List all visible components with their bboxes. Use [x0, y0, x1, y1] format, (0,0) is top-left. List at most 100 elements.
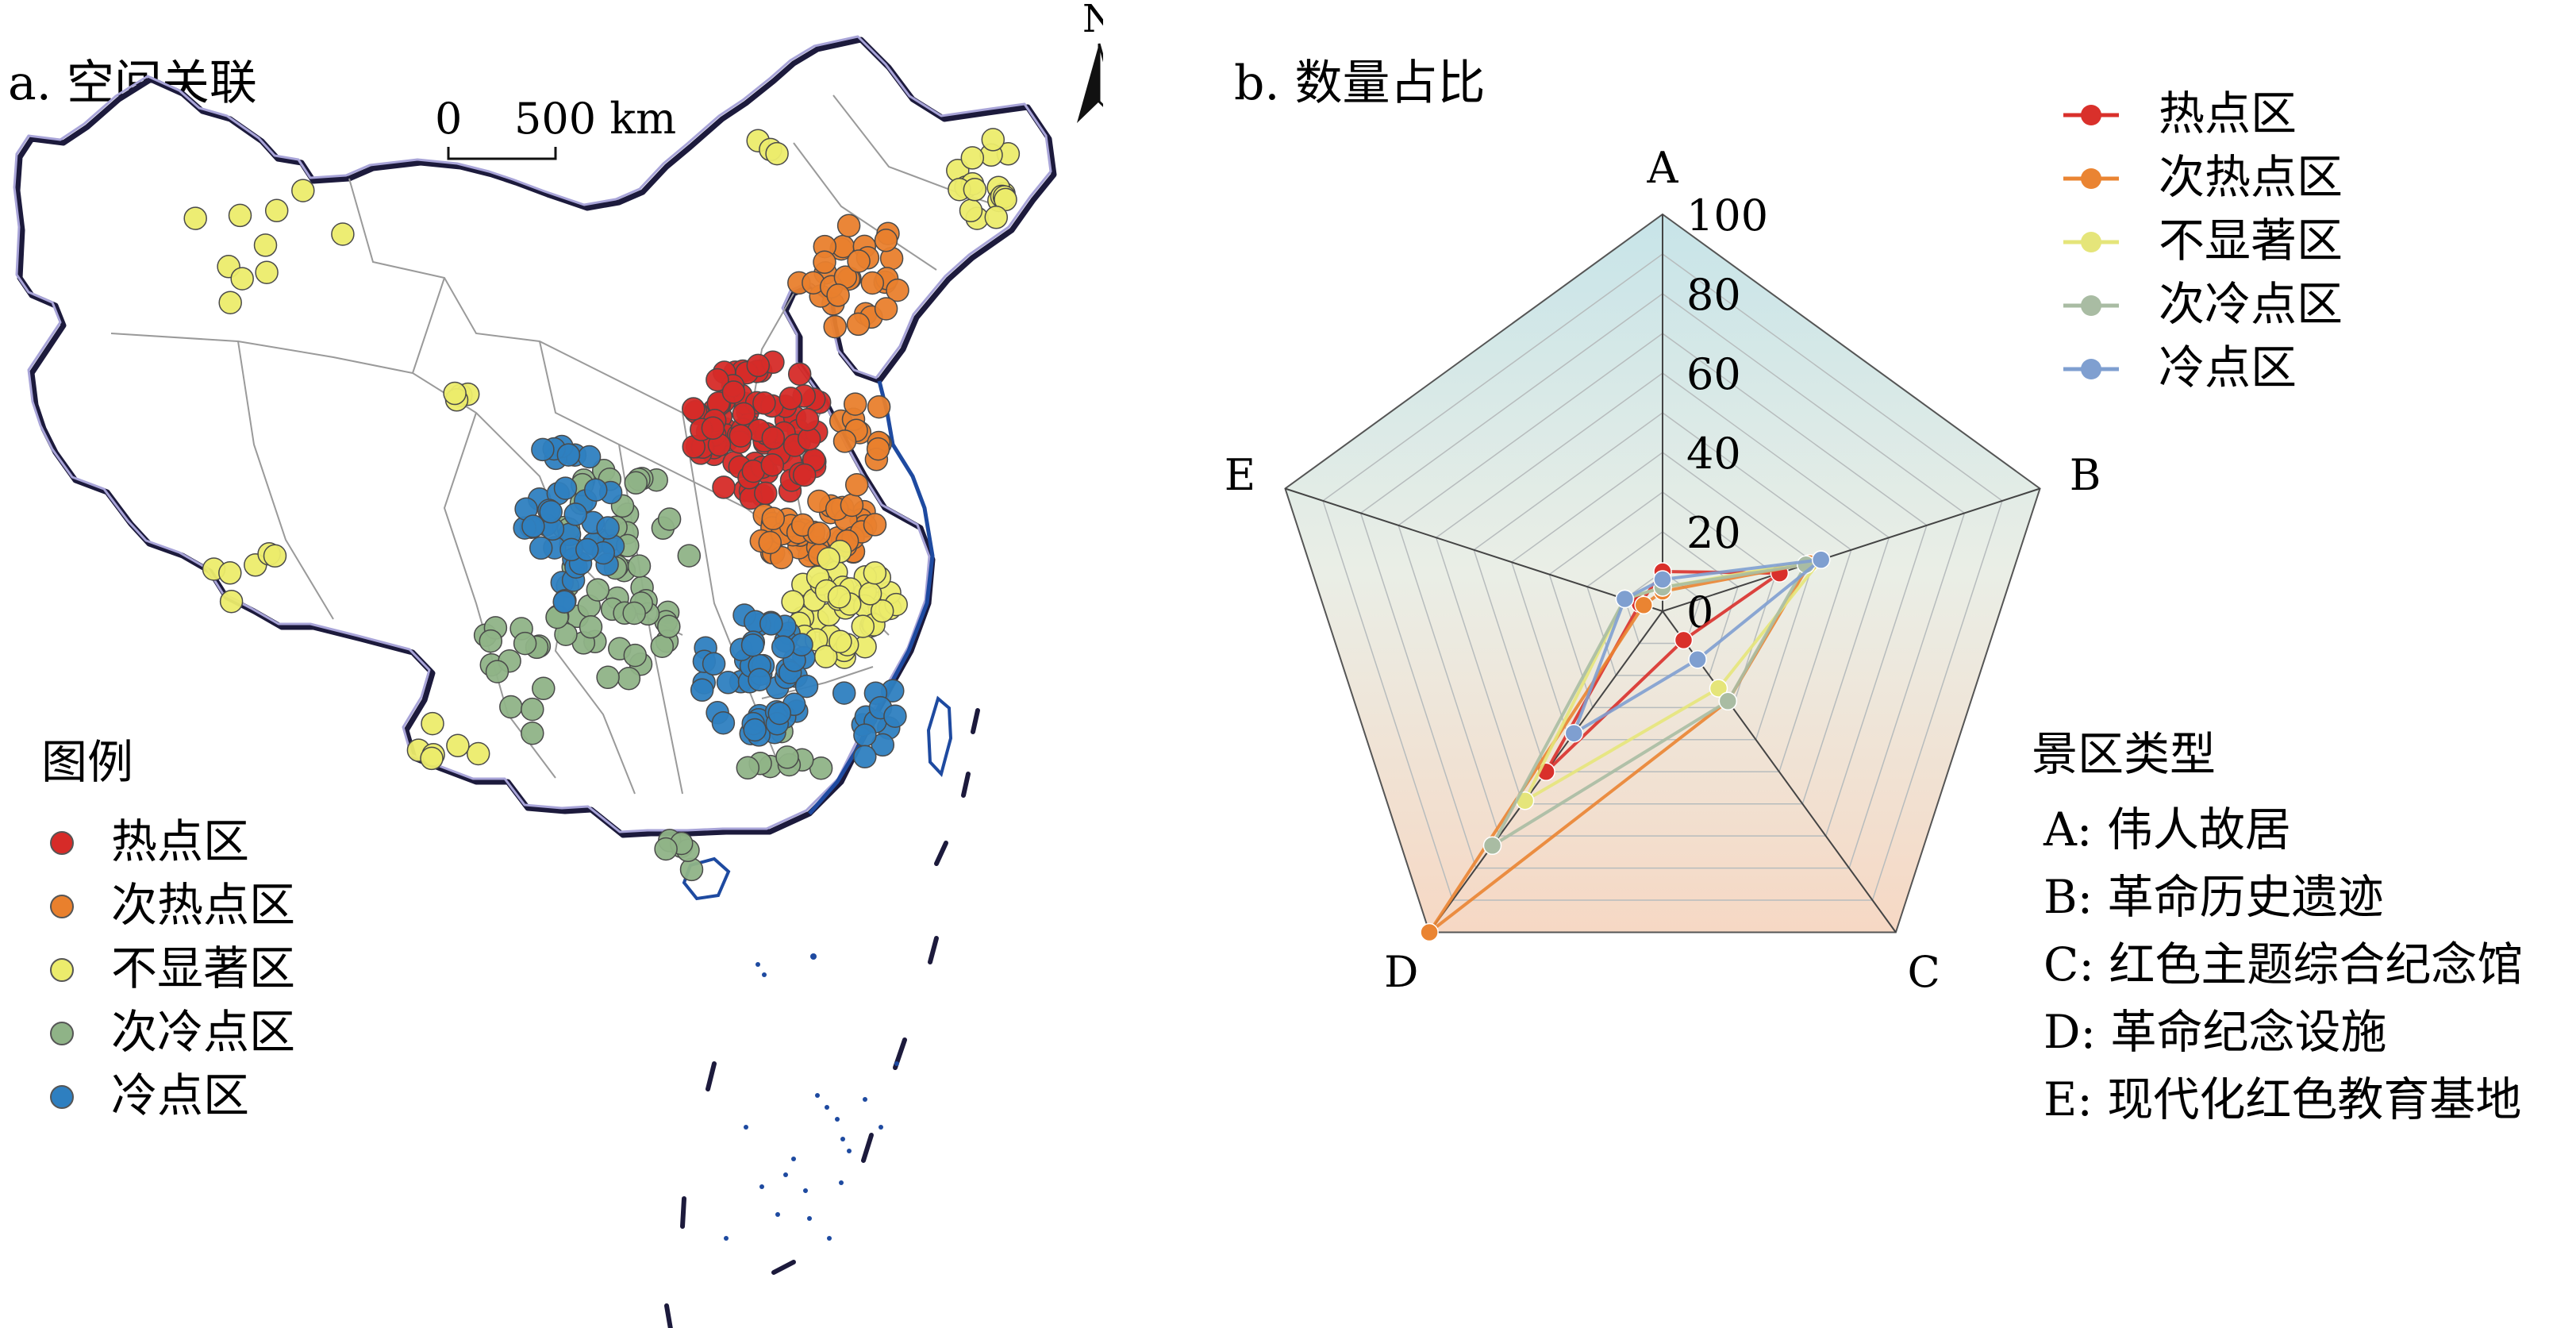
map-point — [596, 516, 620, 540]
map-point — [827, 585, 852, 609]
scale-label: 500 km — [514, 94, 676, 144]
map-legend-item-hot: 热点区 — [50, 814, 249, 868]
radar-point — [1615, 589, 1635, 609]
radar-legend-item-insignificant: 不显著区 — [2063, 214, 2343, 268]
map-point — [499, 695, 523, 719]
radar-legend-item-cold: 冷点区 — [2063, 341, 2297, 395]
radar-legend-label: 热点区 — [2159, 87, 2297, 140]
map-point — [552, 590, 576, 614]
radar-series — [1420, 550, 1831, 942]
radar-point — [1482, 836, 1502, 856]
legend-marker-icon — [2081, 105, 2101, 125]
map-point — [291, 179, 315, 202]
radar-spoke — [1285, 487, 1663, 612]
map-point — [836, 214, 861, 237]
map-point — [779, 387, 803, 410]
type-legend-item: B: 革命历史遗迹 — [2043, 870, 2384, 924]
radar-point — [1688, 649, 1707, 669]
radar-grid-ring — [1435, 372, 1890, 805]
map-point — [832, 429, 857, 453]
map-legend-label: 冷点区 — [111, 1068, 249, 1122]
map-point — [253, 233, 278, 257]
legend-marker-icon — [2081, 359, 2101, 379]
map-point — [627, 554, 652, 578]
map-point — [677, 544, 702, 568]
map-point — [853, 723, 877, 747]
radar-point — [1674, 630, 1694, 650]
map-point — [781, 590, 805, 614]
map-point — [466, 741, 490, 766]
map-point — [539, 500, 563, 524]
map-point — [706, 368, 729, 392]
map-point — [331, 222, 355, 246]
map-point — [807, 522, 831, 545]
radar-tick-label: 60 — [1686, 349, 1741, 399]
map-point — [579, 615, 603, 639]
map-point — [832, 681, 856, 705]
map-point — [870, 599, 894, 623]
map-point — [771, 635, 795, 659]
radar-point — [1709, 679, 1728, 698]
radar-point — [1653, 570, 1672, 589]
map-point — [583, 478, 608, 502]
map-point — [863, 560, 887, 585]
radar-grid-ring — [1398, 333, 1928, 837]
map-point — [871, 733, 895, 757]
map-point — [577, 445, 602, 469]
map-point — [218, 561, 242, 585]
map-point — [883, 704, 907, 728]
radar-legend-label: 冷点区 — [2159, 341, 2297, 395]
map-legend-item-insignificant: 不显著区 — [50, 941, 295, 995]
map-point — [702, 652, 726, 676]
map-point — [746, 353, 771, 378]
map-point — [420, 746, 444, 771]
radar-grid-ring — [1322, 253, 2003, 901]
legend-marker-icon — [2081, 232, 2101, 252]
map-point — [701, 416, 725, 440]
map-point — [228, 203, 252, 228]
map-point — [844, 472, 869, 497]
map-legend-title: 图例 — [41, 735, 133, 789]
map-legend-label: 次热点区 — [111, 878, 295, 932]
map-point — [521, 697, 544, 722]
map-point — [740, 633, 765, 657]
legend-dot-icon — [50, 831, 74, 855]
map-point — [553, 476, 578, 500]
map-point — [743, 718, 767, 742]
map-point — [851, 614, 875, 638]
map-point — [712, 475, 736, 499]
map-point — [847, 249, 871, 273]
radar-point — [1718, 691, 1738, 711]
map-point — [853, 745, 877, 769]
radar-axis-label: C — [1908, 947, 1940, 997]
north-label: N — [1082, 0, 1103, 41]
radar-grid-ring — [1473, 412, 1852, 773]
map-point — [867, 395, 891, 419]
map-point — [654, 837, 678, 861]
radar-legend-item-hot: 热点区 — [2063, 87, 2297, 140]
type-legend-title: 景区类型 — [2032, 727, 2216, 781]
map-point — [624, 471, 648, 495]
map-point — [748, 668, 771, 691]
radar-axis-label: D — [1384, 947, 1418, 997]
map-legend-label: 不显著区 — [111, 941, 295, 995]
map-point — [858, 582, 882, 606]
radar-tick-label: 80 — [1686, 270, 1741, 320]
map-point — [657, 614, 681, 638]
map-point — [736, 756, 760, 780]
map-point — [795, 407, 820, 432]
map-point — [959, 198, 983, 223]
radar-point — [1564, 723, 1584, 743]
map-point — [531, 437, 555, 462]
map-point — [485, 660, 509, 683]
map-point — [984, 206, 1009, 229]
map-point — [617, 666, 641, 691]
map-point — [263, 544, 287, 568]
map-point — [622, 601, 646, 626]
map-point — [443, 381, 467, 406]
map-point — [813, 250, 836, 275]
map-point — [761, 506, 786, 530]
map-point — [886, 278, 909, 302]
radar-tick-label: 100 — [1686, 191, 1768, 241]
map-panel: a. 空间关联 N 0 500 km — [8, 0, 1103, 1328]
